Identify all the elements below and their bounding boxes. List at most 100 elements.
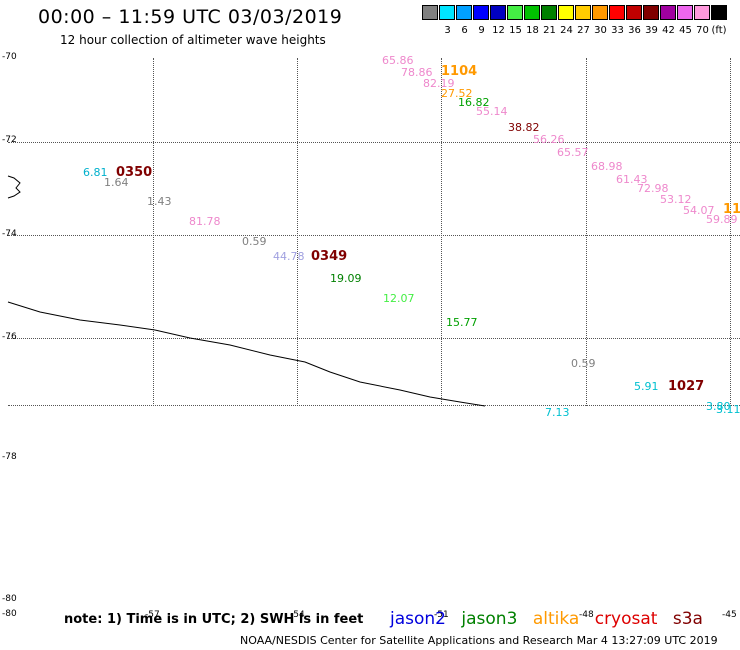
legend-swatch xyxy=(507,5,523,20)
lon-label: -54 xyxy=(290,610,305,620)
satellite-s3a: s3a xyxy=(672,609,703,629)
wave-value: 1.43 xyxy=(147,195,172,208)
wave-value: 82.19 xyxy=(423,77,455,90)
grid-line-lat-76 xyxy=(8,338,740,339)
pass-time-label: 0349 xyxy=(311,249,348,264)
legend-label: 30 xyxy=(594,25,607,36)
wave-value: 54.07 xyxy=(683,204,715,217)
lat-label: -78 xyxy=(2,452,17,462)
legend-label: 12 xyxy=(492,25,505,36)
lon-label: -45 xyxy=(722,610,737,620)
legend-swatch xyxy=(456,5,472,20)
pass-time-label: 11 xyxy=(723,202,740,217)
lat-label: -70 xyxy=(2,52,17,62)
legend-swatch xyxy=(626,5,642,20)
satellite-key: jason2 jason3 altika cryosat s3a xyxy=(390,609,713,629)
footnote: note: 1) Time is in UTC; 2) SWH is in fe… xyxy=(64,612,364,627)
legend-swatch xyxy=(422,5,438,20)
legend-label: 39 xyxy=(645,25,658,36)
grid-line-lon-3 xyxy=(441,58,442,406)
wave-value: 19.09 xyxy=(330,272,362,285)
legend-label: 45 xyxy=(679,25,692,36)
legend-swatch xyxy=(660,5,676,20)
legend-label: 3 xyxy=(444,25,451,36)
grid-line-lat-74 xyxy=(8,235,740,236)
satellite-jason2: jason2 xyxy=(390,609,446,629)
legend-label: 6 xyxy=(461,25,468,36)
wave-value: 65.57 xyxy=(557,146,589,159)
lat-label: -74 xyxy=(2,229,17,239)
legend-swatch xyxy=(541,5,557,20)
lat-label: -76 xyxy=(2,332,17,342)
wave-value: 5.91 xyxy=(634,380,659,393)
legend-label: 42 xyxy=(662,25,675,36)
satellite-altika: altika xyxy=(532,609,580,629)
page-subtitle: 12 hour collection of altimeter wave hei… xyxy=(60,33,326,47)
legend-label: 18 xyxy=(526,25,539,36)
legend-swatch xyxy=(677,5,693,20)
lon-label: -57 xyxy=(145,610,160,620)
wave-value: 81.78 xyxy=(189,215,221,228)
grid-line-lon-5 xyxy=(730,58,731,406)
legend-label: 15 xyxy=(509,25,522,36)
legend-label: 36 xyxy=(628,25,641,36)
wave-value: 7.13 xyxy=(545,406,570,419)
wave-value: 16.82 xyxy=(458,96,490,109)
legend-swatch xyxy=(558,5,574,20)
wave-value: 59.89 xyxy=(706,213,738,226)
legend-label: 21 xyxy=(543,25,556,36)
wave-value: 44.78 xyxy=(273,250,305,263)
legend-label: 27 xyxy=(577,25,590,36)
legend-swatch xyxy=(711,5,727,20)
legend-swatch xyxy=(643,5,659,20)
satellite-jason3: jason3 xyxy=(461,609,518,629)
wave-value: 68.98 xyxy=(591,160,623,173)
wave-value: 3.11 xyxy=(716,403,740,416)
wave-value: 0.59 xyxy=(571,357,596,370)
legend-label: 70 xyxy=(696,25,709,36)
legend-label: 33 xyxy=(611,25,624,36)
wave-value: 72.98 xyxy=(637,182,669,195)
pass-time-label: 1104 xyxy=(441,64,478,79)
wave-value: 61.43 xyxy=(616,173,648,186)
credit-footer: NOAA/NESDIS Center for Satellite Applica… xyxy=(240,634,718,647)
wave-value: 1.64 xyxy=(104,176,129,189)
wave-value: 27.52 xyxy=(441,87,473,100)
legend-swatch xyxy=(575,5,591,20)
page-title: 00:00 – 11:59 UTC 03/03/2019 xyxy=(38,6,343,28)
grid-line-lon-1 xyxy=(153,58,154,406)
legend-label: 24 xyxy=(560,25,573,36)
legend-unit: (ft) xyxy=(711,25,727,36)
legend-swatch xyxy=(439,5,455,20)
legend-swatch xyxy=(524,5,540,20)
wave-value: 38.82 xyxy=(508,121,540,134)
pass-time-label: 0350 xyxy=(116,165,153,180)
wave-value: 15.77 xyxy=(446,316,478,329)
wave-value: 53.12 xyxy=(660,193,692,206)
wave-value: 65.86 xyxy=(382,54,414,67)
wave-value: 55.14 xyxy=(476,105,508,118)
coast-fragment xyxy=(7,175,21,199)
wave-value: 6.81 xyxy=(83,166,108,179)
lon-label: -51 xyxy=(434,610,449,620)
legend-swatch xyxy=(609,5,625,20)
wave-value: 3.80 xyxy=(706,400,731,413)
coastline-line xyxy=(7,301,486,407)
legend-swatch xyxy=(473,5,489,20)
grid-line-lat-72 xyxy=(8,142,740,143)
lon-label: -48 xyxy=(579,610,594,620)
grid-line-bottom xyxy=(8,405,740,406)
satellite-cryosat: cryosat xyxy=(594,609,658,629)
wave-value: 78.86 xyxy=(401,66,433,79)
grid-line-lon-4 xyxy=(586,58,587,406)
legend-label: 9 xyxy=(478,25,485,36)
legend-swatch xyxy=(694,5,710,20)
legend-swatch xyxy=(592,5,608,20)
lat-label: -80 xyxy=(2,609,17,619)
grid-line-lon-2 xyxy=(297,58,298,406)
wave-value: 12.07 xyxy=(383,292,415,305)
pass-time-label: 1027 xyxy=(668,379,705,394)
wave-value: 0.59 xyxy=(242,235,267,248)
lat-label: -72 xyxy=(2,135,17,145)
